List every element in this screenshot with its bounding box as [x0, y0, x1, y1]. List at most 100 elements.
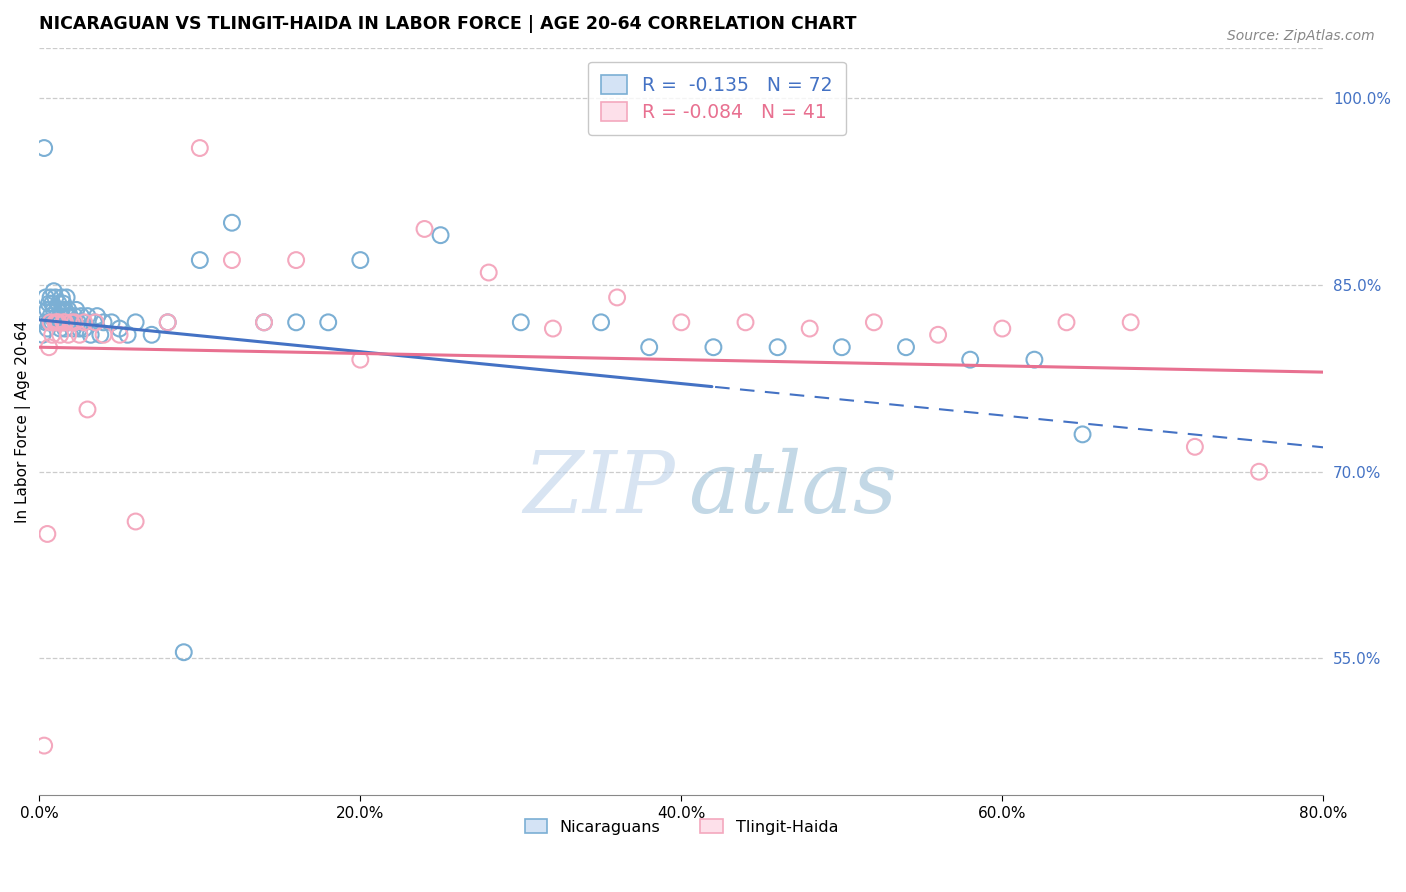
Point: [37, 321, 59, 335]
Point: [959, 352, 981, 367]
Point: [671, 315, 693, 329]
Point: [108, 327, 131, 342]
Point: [58, 302, 80, 317]
Point: [589, 315, 612, 329]
Point: [48, 315, 70, 329]
Text: Source: ZipAtlas.com: Source: ZipAtlas.com: [1227, 29, 1375, 44]
Point: [1056, 315, 1078, 329]
Point: [478, 266, 501, 280]
Point: [927, 327, 949, 342]
Point: [429, 228, 451, 243]
Point: [52, 315, 75, 329]
Point: [156, 315, 179, 329]
Point: [42, 302, 65, 317]
Point: [60, 315, 83, 329]
Point: [38, 296, 60, 310]
Point: [117, 327, 139, 342]
Point: [76, 402, 98, 417]
Point: [76, 309, 98, 323]
Point: [65, 302, 87, 317]
Point: [73, 321, 96, 335]
Point: [638, 340, 661, 354]
Point: [59, 309, 82, 323]
Y-axis label: In Labor Force | Age 20-64: In Labor Force | Age 20-64: [15, 321, 31, 523]
Point: [86, 309, 108, 323]
Text: ZIP: ZIP: [523, 448, 675, 531]
Point: [38, 315, 60, 329]
Point: [42, 284, 65, 298]
Point: [89, 327, 111, 342]
Point: [63, 309, 86, 323]
Point: [72, 315, 94, 329]
Point: [285, 253, 308, 268]
Point: [188, 141, 211, 155]
Point: [55, 290, 77, 304]
Point: [124, 515, 146, 529]
Point: [52, 296, 75, 310]
Point: [70, 309, 93, 323]
Point: [51, 302, 73, 317]
Point: [188, 253, 211, 268]
Point: [83, 315, 105, 329]
Point: [541, 321, 564, 335]
Point: [48, 296, 70, 310]
Point: [316, 315, 339, 329]
Point: [39, 315, 62, 329]
Point: [173, 645, 195, 659]
Point: [221, 216, 243, 230]
Point: [37, 302, 59, 317]
Point: [41, 296, 63, 310]
Point: [53, 302, 76, 317]
Point: [285, 315, 308, 329]
Point: [799, 321, 821, 335]
Point: [41, 327, 63, 342]
Point: [66, 315, 89, 329]
Point: [46, 315, 69, 329]
Point: [766, 340, 789, 354]
Point: [831, 340, 853, 354]
Point: [702, 340, 724, 354]
Point: [51, 290, 73, 304]
Point: [44, 315, 66, 329]
Point: [49, 327, 72, 342]
Point: [46, 309, 69, 323]
Point: [38, 340, 60, 354]
Point: [46, 302, 69, 317]
Point: [141, 327, 163, 342]
Point: [63, 315, 86, 329]
Point: [863, 315, 886, 329]
Point: [349, 352, 371, 367]
Point: [221, 253, 243, 268]
Point: [48, 315, 70, 329]
Point: [124, 315, 146, 329]
Point: [93, 327, 115, 342]
Point: [1024, 352, 1046, 367]
Point: [894, 340, 917, 354]
Point: [53, 321, 76, 335]
Point: [31, 327, 53, 342]
Point: [100, 315, 122, 329]
Point: [39, 290, 62, 304]
Point: [49, 321, 72, 335]
Point: [69, 321, 91, 335]
Text: atlas: atlas: [688, 448, 897, 531]
Point: [991, 321, 1014, 335]
Point: [509, 315, 531, 329]
Point: [35, 315, 58, 329]
Point: [39, 309, 62, 323]
Legend: Nicaraguans, Tlingit-Haida: Nicaraguans, Tlingit-Haida: [519, 813, 845, 841]
Point: [62, 321, 84, 335]
Point: [37, 527, 59, 541]
Point: [1071, 427, 1094, 442]
Point: [606, 290, 628, 304]
Point: [253, 315, 276, 329]
Point: [60, 315, 83, 329]
Point: [58, 327, 80, 342]
Point: [55, 309, 77, 323]
Point: [156, 315, 179, 329]
Point: [49, 309, 72, 323]
Point: [1249, 465, 1271, 479]
Point: [32, 141, 55, 155]
Point: [69, 327, 91, 342]
Point: [73, 315, 96, 329]
